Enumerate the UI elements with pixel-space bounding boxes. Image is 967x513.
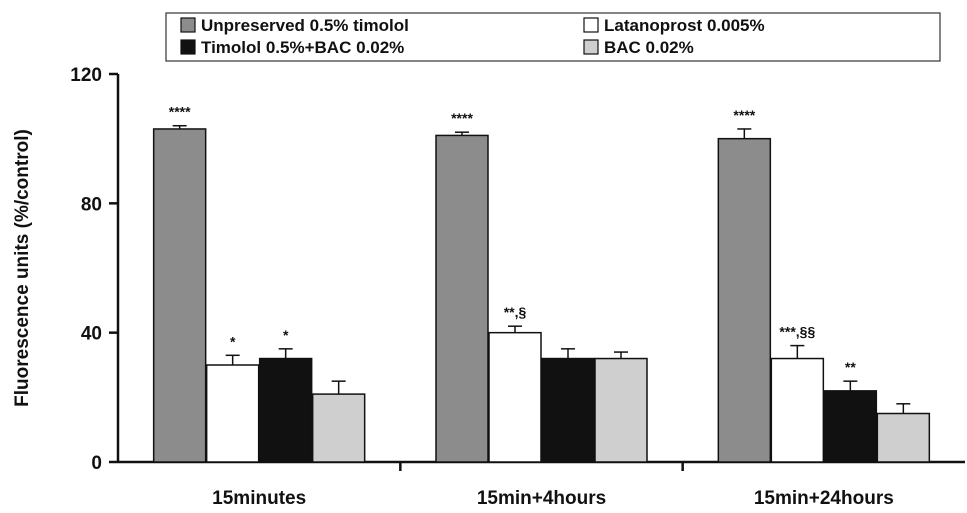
labels: ***** *15minutes******,§15min+4hours*****…	[169, 104, 894, 509]
legend-swatch	[180, 39, 196, 55]
y-tick-label: 40	[81, 324, 102, 345]
legend-label: BAC 0.02%	[604, 38, 694, 57]
legend-swatch	[583, 17, 599, 33]
y-tick-label: 0	[91, 453, 102, 474]
x-tick-label: 15min+4hours	[477, 488, 606, 509]
bar	[770, 357, 825, 463]
legend-label: Timolol 0.5%+BAC 0.02%	[201, 38, 404, 57]
significance-label: *	[230, 333, 236, 349]
legend-label: Unpreserved 0.5% timolol	[201, 16, 409, 35]
y-axis-title: Fluorescence units (%/control)	[12, 129, 33, 407]
bar	[258, 357, 313, 463]
bar	[594, 357, 648, 463]
y-tick-label: 120	[70, 65, 102, 86]
significance-label: ***,§§	[779, 324, 815, 340]
legend-swatch	[180, 17, 196, 33]
significance-label: ****	[733, 107, 755, 123]
bar	[311, 393, 366, 463]
significance-label: **	[845, 359, 856, 375]
significance-label: *	[283, 327, 289, 343]
legend-box	[165, 12, 941, 62]
bar	[823, 390, 878, 463]
y-tick-label: 80	[81, 194, 102, 215]
bar	[435, 134, 489, 463]
bar	[152, 128, 207, 463]
bar	[488, 331, 542, 463]
legend: Unpreserved 0.5% timolol Latanoprost 0.00…	[165, 12, 941, 62]
bar	[717, 137, 772, 463]
significance-label: ****	[451, 110, 473, 126]
bar	[205, 364, 260, 463]
x-tick-label: 15minutes	[212, 488, 306, 509]
bar	[876, 412, 931, 463]
bars	[152, 124, 931, 463]
significance-label: **,§	[504, 304, 527, 320]
legend-swatch	[583, 39, 599, 55]
significance-label: ****	[169, 104, 191, 120]
x-tick-label: 15min+24hours	[754, 488, 894, 509]
bar	[541, 357, 595, 463]
legend-label: Latanoprost 0.005%	[604, 16, 765, 35]
